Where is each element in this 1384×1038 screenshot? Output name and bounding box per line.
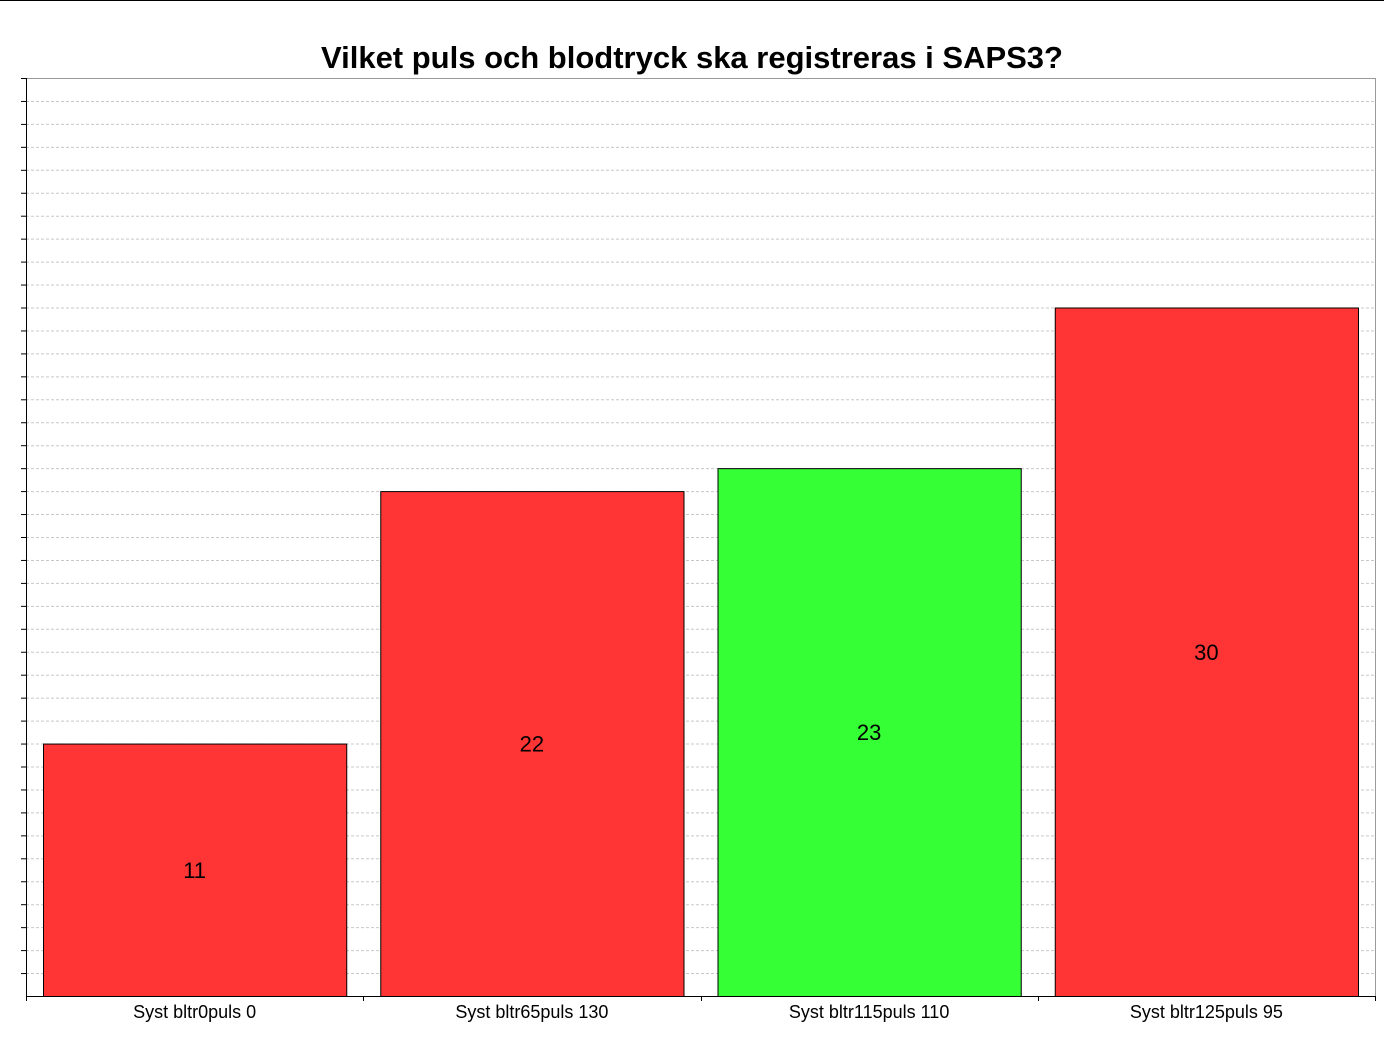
bar-value-label: 30 [1194,640,1218,665]
bar [380,491,685,997]
chart-title: Vilket puls och blodtryck ska registrera… [321,40,1063,75]
bars [43,307,1359,997]
x-tick-label: Syst bltr115puls 110 [789,1002,949,1022]
bar [717,468,1022,997]
labels: 11 Syst bltr0puls 0 22 Syst bltr65puls 130 2… [133,640,1283,1022]
bar-value-label: 23 [857,720,881,745]
x-tick-label: Syst bltr65puls 130 [455,1002,608,1022]
x-tick-label: Syst bltr0puls 0 [133,1002,256,1022]
bar-value-label: 11 [183,858,206,883]
bar [1054,307,1359,997]
x-tick-label: Syst bltr125puls 95 [1130,1002,1283,1022]
bar [43,743,348,997]
bar-value-label: 22 [520,732,544,757]
axes [21,78,1376,1001]
